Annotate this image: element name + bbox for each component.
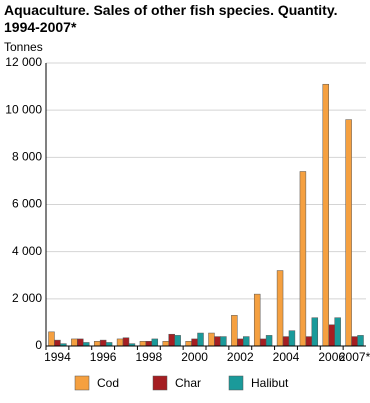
bar [288, 330, 296, 347]
bar [48, 331, 55, 347]
y-tick-label: 12 000 [5, 55, 42, 69]
bar [322, 83, 329, 347]
bar [214, 336, 221, 347]
bar [253, 293, 261, 347]
bar [259, 338, 267, 347]
x-tick-label: 1998 [136, 350, 163, 364]
bar [357, 335, 364, 347]
x-tick-label: 2000 [181, 350, 208, 364]
y-tick-label: 4 000 [12, 244, 42, 258]
legend-swatch [228, 375, 244, 391]
chart-title: Aquaculture. Sales of other fish species… [4, 2, 338, 35]
bar [311, 317, 319, 347]
bar [162, 341, 169, 347]
bar [54, 339, 61, 347]
y-tick-label: 10 000 [5, 102, 42, 116]
x-tick-label: 2004 [273, 350, 300, 364]
bar [93, 341, 101, 347]
bar [122, 337, 130, 347]
bar [345, 119, 352, 347]
bar [99, 339, 107, 347]
bar [168, 333, 175, 347]
bar [328, 324, 335, 347]
bar [105, 342, 113, 347]
x-tick-label: 2007* [339, 350, 370, 364]
y-tick-label: 6 000 [12, 197, 42, 211]
x-tick-label: 1994 [44, 350, 71, 364]
x-tick-label: 2006 [318, 350, 345, 364]
bar [282, 336, 290, 347]
legend-label: Cod [97, 376, 119, 390]
y-axis-label: Tonnes [4, 40, 43, 54]
bar [220, 336, 227, 347]
bar [139, 341, 147, 347]
legend-swatch [74, 375, 90, 391]
bar [77, 338, 84, 347]
bar [237, 338, 244, 347]
bar [71, 338, 78, 347]
bar [265, 335, 273, 347]
bar [197, 332, 204, 347]
bar [83, 342, 90, 347]
bar [116, 338, 124, 347]
bar [299, 171, 307, 347]
bar [243, 336, 250, 347]
bar [334, 317, 341, 347]
bar [185, 341, 192, 347]
y-tick-label: 8 000 [12, 150, 42, 164]
bar [151, 338, 159, 347]
bar [231, 315, 238, 347]
bar [145, 341, 153, 347]
legend-label: Char [175, 376, 201, 390]
y-tick-label: 0 [35, 338, 42, 352]
bar [305, 336, 313, 347]
legend-label: Halibut [251, 376, 289, 390]
x-tick-label: 2002 [227, 350, 254, 364]
legend-swatch [152, 375, 168, 391]
bar [276, 270, 284, 347]
bar [174, 335, 181, 347]
bar [351, 336, 358, 347]
bar [191, 338, 198, 347]
x-tick-label: 1996 [90, 350, 117, 364]
y-tick-label: 2 000 [12, 291, 42, 305]
bar [208, 332, 215, 347]
